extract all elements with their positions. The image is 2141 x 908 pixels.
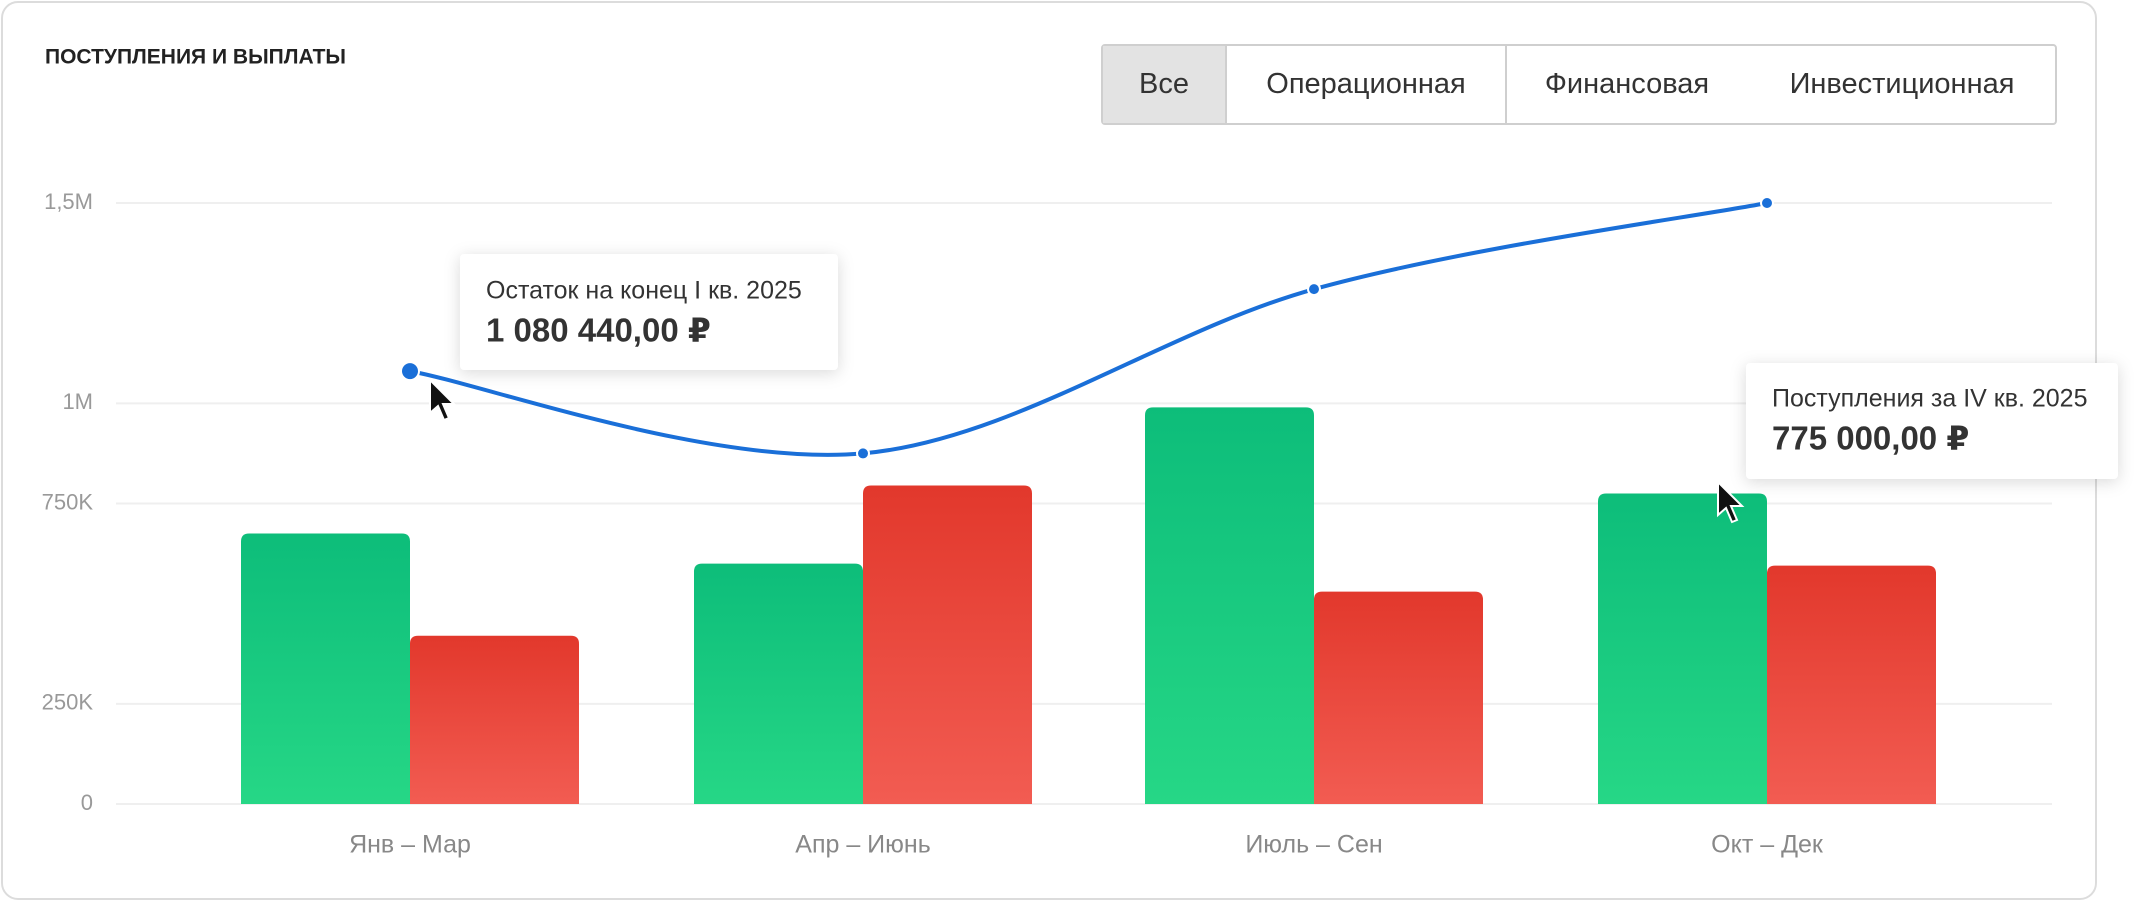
y-tick-label: 1M [62,389,93,414]
bar [1314,591,1483,804]
tooltip: Остаток на конец I кв. 2025 1 080 440,00… [460,254,838,370]
bar [241,533,410,804]
bar [863,485,1032,804]
tab-label: Операционная [1266,68,1465,100]
tab-group: Все Операционная Финансовая Инвестиционная [1101,44,2057,125]
line-point [1307,282,1321,297]
tab-label: Инвестиционная [1790,68,2015,100]
tooltip-box [1746,363,2118,479]
bar [694,563,863,804]
tooltip: Поступления за IV кв. 2025 775 000,00 ₽ [1746,363,2118,479]
bar [1145,407,1314,804]
tooltip-box [460,254,838,370]
tooltip-title: Остаток на конец I кв. 2025 [486,277,802,305]
tooltip-value: 775 000,00 ₽ [1772,420,1969,457]
tab-selected-bg [1103,46,1225,123]
x-tick-label: Янв – Мар [349,831,471,859]
line-point [1760,196,1774,210]
bar [1767,565,1936,804]
y-tick-label: 1,5M [44,189,93,214]
y-tick-label: 250K [42,690,94,715]
tab-label: Все [1139,68,1189,100]
tab[interactable]: Инвестиционная [1790,68,2015,100]
tab-frame [1101,44,2057,125]
bar [1598,493,1767,804]
chart-title: ПОСТУПЛЕНИЯ И ВЫПЛАТЫ [45,46,346,69]
tab[interactable]: Операционная [1225,45,1466,124]
line-point [400,361,420,382]
tooltip-value: 1 080 440,00 ₽ [486,312,711,349]
tab[interactable]: Все [1103,46,1225,123]
bar [410,635,579,804]
tab-label: Финансовая [1545,68,1709,100]
y-tick-label: 750K [42,489,94,514]
line-point [856,446,870,461]
mouse-cursor [429,377,457,422]
x-tick-label: Окт – Дек [1711,831,1824,859]
tab[interactable]: Финансовая [1505,45,1709,124]
line [409,201,1768,457]
mouse-cursor [1717,479,1745,524]
x-tick-label: Июль – Сен [1245,831,1382,859]
x-tick-label: Апр – Июнь [795,831,930,859]
tooltip-title: Поступления за IV кв. 2025 [1772,385,2088,413]
y-tick-label: 0 [81,790,93,815]
